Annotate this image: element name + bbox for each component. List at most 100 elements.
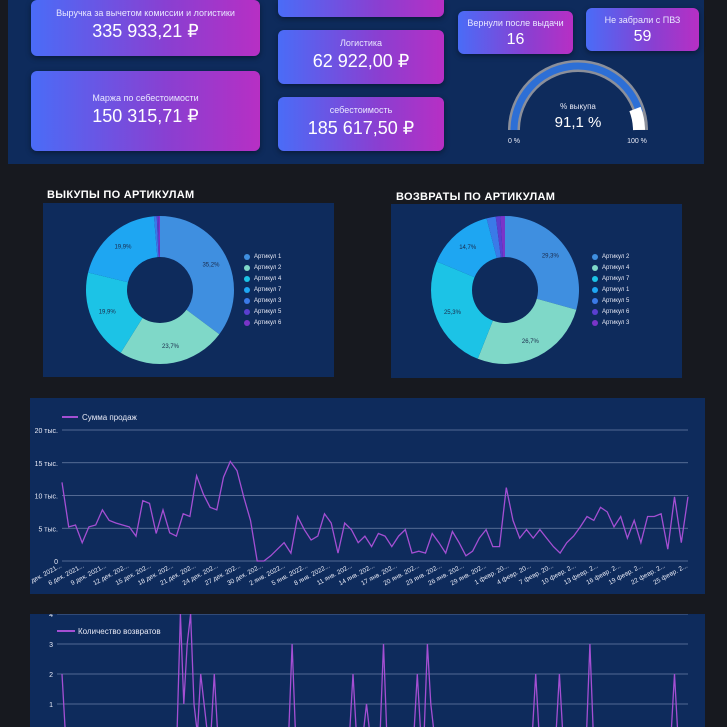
buyout-gauge: % выкупа 91,1 % 0 % 100 % bbox=[508, 60, 648, 145]
not-picked-value: 59 bbox=[633, 28, 652, 45]
logistics-value: 62 922,00 ₽ bbox=[312, 51, 410, 71]
legend-dot bbox=[244, 308, 250, 315]
logistics-card: Логистика 62 922,00 ₽ bbox=[278, 30, 444, 84]
slice-label: 25,3% bbox=[444, 310, 462, 316]
legend-item[interactable]: Артикул 3 bbox=[592, 317, 629, 328]
donut-slice[interactable] bbox=[120, 309, 220, 364]
y-tick-label: 10 тыс. bbox=[35, 494, 58, 501]
sales-line[interactable] bbox=[61, 460, 689, 562]
donut-slice[interactable] bbox=[153, 216, 159, 258]
donut-slice[interactable] bbox=[158, 216, 160, 258]
buyouts-title: ВЫКУПЫ ПО АРТИКУЛАМ bbox=[47, 189, 195, 201]
legend-label: Артикул 2 bbox=[602, 254, 630, 261]
donut-slice[interactable] bbox=[495, 216, 503, 258]
legend-label: Артикул 3 bbox=[602, 319, 630, 326]
donut-slice[interactable] bbox=[436, 218, 497, 278]
legend-item[interactable]: Артикул 6 bbox=[592, 306, 629, 317]
returned-card: Вернули после выдачи 16 bbox=[458, 11, 573, 54]
not-picked-card: Не забрали с ПВЗ 59 bbox=[586, 8, 699, 51]
sales-legend-label: Сумма продаж bbox=[82, 413, 138, 422]
legend-label: Артикул 3 bbox=[254, 298, 282, 304]
legend-item[interactable]: Артикул 2 bbox=[592, 252, 629, 263]
revenue-value: 335 933,21 ₽ bbox=[92, 21, 199, 41]
revenue-label: Выручка за вычетом комиссии и логистики bbox=[56, 8, 235, 18]
legend-label: Артикул 7 bbox=[602, 276, 630, 283]
donut-slice[interactable] bbox=[477, 298, 577, 364]
donut-slice[interactable] bbox=[500, 216, 505, 258]
gauge-remainder bbox=[629, 106, 645, 131]
legend-dot bbox=[244, 287, 250, 294]
margin-card: Маржа по себестоимости 150 315,71 ₽ bbox=[31, 71, 260, 151]
legend-label: Артикул 1 bbox=[602, 287, 630, 294]
cost-value: 185 617,50 ₽ bbox=[307, 118, 415, 138]
legend-item[interactable]: Артикул 6 bbox=[244, 317, 281, 328]
donut-slice[interactable] bbox=[431, 261, 493, 359]
gauge-label: % выкупа bbox=[560, 102, 596, 111]
sales-line-chart: Сумма продаж 0 5 тыс. 10 тыс. 15 тыс. 20 тыс… bbox=[30, 413, 689, 587]
margin-value: 150 315,71 ₽ bbox=[92, 106, 199, 126]
y-tick-label: 4 bbox=[49, 614, 53, 619]
slice-label: 19,9% bbox=[114, 245, 132, 251]
returns-legend: Артикул 2 Артикул 4 Артикул 7 Артикул 1 Арти… bbox=[592, 252, 629, 328]
donut-slice[interactable] bbox=[86, 272, 143, 353]
buyouts-donut: 35,2% 23,7% 19,9% 19,9% bbox=[86, 216, 235, 364]
legend-label: Артикул 2 bbox=[254, 265, 282, 272]
donut-slice[interactable] bbox=[88, 216, 158, 283]
legend-item[interactable]: Артикул 1 bbox=[592, 285, 629, 296]
gauge-value: 91,1 % bbox=[555, 114, 602, 131]
slice-label: 29,3% bbox=[542, 253, 560, 259]
slice-label: 35,2% bbox=[202, 262, 220, 268]
y-tick-label: 3 bbox=[49, 642, 53, 649]
donut-slice[interactable] bbox=[156, 216, 160, 258]
legend-label: Артикул 6 bbox=[602, 308, 630, 315]
returns-legend-label: Количество возвратов bbox=[78, 627, 161, 636]
legend-dot bbox=[592, 298, 598, 304]
legend-dot bbox=[592, 254, 598, 261]
returns-line-chart: Количество возвратов 1 2 3 4 bbox=[49, 614, 688, 727]
donut-slice[interactable] bbox=[160, 216, 235, 335]
returns-title: ВОЗВРАТЫ ПО АРТИКУЛАМ bbox=[396, 191, 556, 203]
margin-label: Маржа по себестоимости bbox=[92, 93, 199, 103]
returned-label: Вернули после выдачи bbox=[467, 18, 564, 28]
gauge-max: 100 % bbox=[627, 138, 647, 145]
legend-dot bbox=[244, 265, 250, 272]
donut-slice[interactable] bbox=[486, 216, 501, 259]
slice-label: 19,9% bbox=[99, 309, 117, 315]
legend-dot bbox=[592, 319, 598, 326]
legend-dot bbox=[592, 276, 598, 283]
gauge-fill bbox=[510, 62, 643, 131]
legend-dot bbox=[244, 254, 250, 261]
legend-label: Артикул 4 bbox=[602, 265, 630, 272]
legend-dot bbox=[244, 276, 250, 283]
y-tick-label: 20 тыс. bbox=[35, 428, 58, 435]
legend-item[interactable]: Артикул 5 bbox=[592, 296, 629, 307]
buyouts-legend: Артикул 1 Артикул 2 Артикул 4 Артикул 7 Арти… bbox=[244, 252, 281, 328]
slice-label: 14,7% bbox=[459, 245, 477, 251]
y-tick-label: 0 bbox=[54, 559, 58, 566]
legend-label: Артикул 5 bbox=[602, 298, 630, 304]
legend-item[interactable]: Артикул 3 bbox=[244, 296, 281, 307]
legend-item[interactable]: Артикул 5 bbox=[244, 306, 281, 317]
legend-item[interactable]: Артикул 4 bbox=[244, 274, 281, 285]
legend-label: Артикул 7 bbox=[254, 287, 282, 294]
cost-label: себестоимость bbox=[329, 105, 393, 115]
slice-label: 23,7% bbox=[162, 344, 180, 350]
slice-label: 26,7% bbox=[522, 339, 540, 345]
legend-dot bbox=[244, 319, 250, 326]
legend-dot bbox=[592, 308, 598, 315]
legend-item[interactable]: Артикул 7 bbox=[244, 285, 281, 296]
legend-label: Артикул 5 bbox=[254, 308, 282, 315]
returns-donut: 29,3% 26,7% 25,3% 14,7% bbox=[431, 216, 579, 364]
gauge-min: 0 % bbox=[508, 138, 520, 145]
legend-dot bbox=[244, 298, 250, 304]
legend-label: Артикул 1 bbox=[254, 254, 282, 261]
legend-item[interactable]: Артикул 1 bbox=[244, 252, 281, 263]
returned-value: 16 bbox=[506, 31, 525, 48]
not-picked-label: Не забрали с ПВЗ bbox=[604, 15, 681, 25]
legend-dot bbox=[592, 265, 598, 272]
donut-slice[interactable] bbox=[505, 216, 579, 310]
legend-item[interactable]: Артикул 4 bbox=[592, 263, 629, 274]
top-card-partial bbox=[278, 0, 444, 17]
legend-item[interactable]: Артикул 7 bbox=[592, 274, 629, 285]
legend-item[interactable]: Артикул 2 bbox=[244, 263, 281, 274]
